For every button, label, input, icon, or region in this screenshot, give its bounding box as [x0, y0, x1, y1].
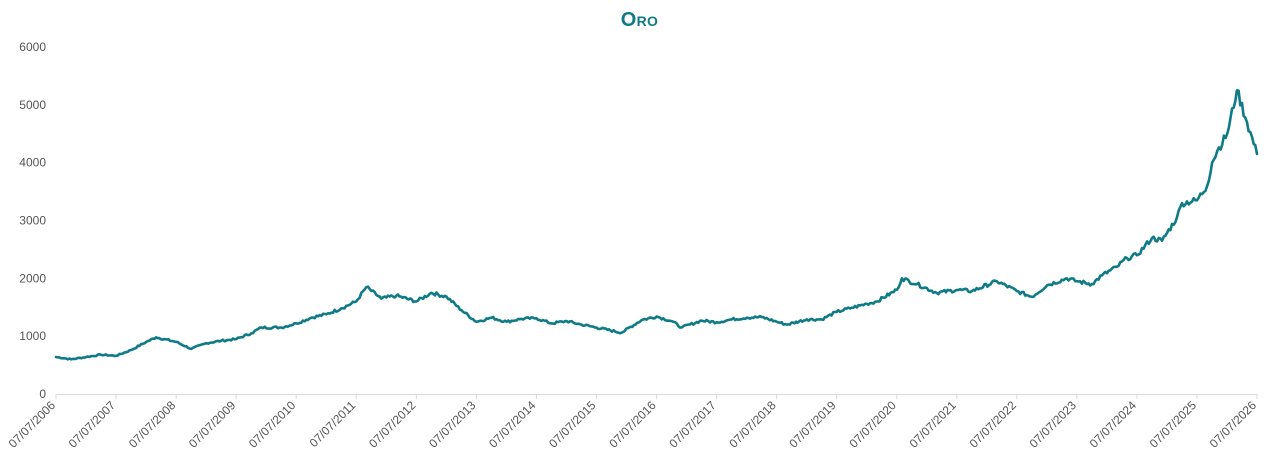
- x-tick-label: 07/07/2018: [726, 398, 779, 451]
- y-tick-label: 4000: [19, 156, 46, 170]
- x-tick-label: 07/07/2019: [786, 398, 839, 451]
- x-tick-label: 07/07/2022: [967, 398, 1020, 451]
- y-tick-label: 2000: [19, 271, 46, 285]
- x-tick-label: 07/07/2007: [66, 398, 119, 451]
- y-tick-label: 3000: [19, 214, 46, 228]
- x-tick-label: 07/07/2021: [907, 398, 960, 451]
- x-tick-label: 07/07/2008: [126, 398, 179, 451]
- x-tick-label: 07/07/2012: [366, 398, 419, 451]
- x-tick-label: 07/07/2024: [1087, 398, 1140, 451]
- x-tick-label: 07/07/2026: [1207, 398, 1260, 451]
- x-tick-label: 07/07/2014: [486, 398, 539, 451]
- x-tick-label: 07/07/2011: [307, 398, 359, 450]
- x-tick-label: 07/07/2016: [606, 398, 659, 451]
- x-tick-label: 07/07/2020: [847, 398, 900, 451]
- x-tick-label: 07/07/2013: [426, 398, 479, 451]
- x-tick-label: 07/07/2023: [1027, 398, 1080, 451]
- x-tick-label: 07/07/2009: [186, 398, 239, 451]
- y-tick-label: 0: [39, 387, 46, 401]
- y-tick-label: 1000: [19, 329, 46, 343]
- series-line: [54, 89, 1259, 361]
- x-tick-label: 07/07/2017: [666, 398, 719, 451]
- x-tick-label: 07/07/2010: [246, 398, 299, 451]
- x-tick-label: 07/07/2015: [546, 398, 599, 451]
- x-tick-label: 07/07/2025: [1147, 398, 1200, 451]
- x-tick-label: 07/07/2006: [6, 398, 59, 451]
- y-tick-label: 6000: [19, 40, 46, 54]
- y-tick-label: 5000: [19, 98, 46, 112]
- chart-title: Oro: [620, 9, 659, 31]
